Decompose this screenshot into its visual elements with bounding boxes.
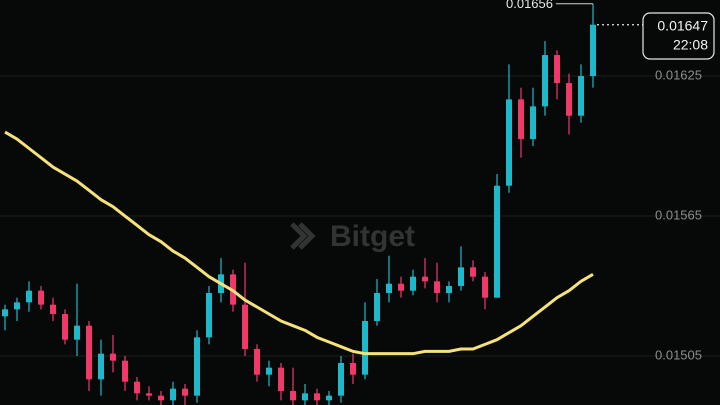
candle-body: [422, 276, 428, 282]
y-tick-label: 0.01625: [655, 67, 702, 82]
candle-body: [170, 388, 176, 401]
candle-body: [158, 395, 164, 401]
candle-body: [26, 290, 32, 303]
candle-body: [434, 281, 440, 294]
candle-body: [530, 106, 536, 140]
y-tick-label: 0.01565: [655, 207, 702, 222]
candle-body: [146, 393, 152, 396]
watermark-text: Bitget: [330, 220, 415, 253]
candle-body: [278, 367, 284, 392]
candle-body: [254, 349, 260, 375]
candle-body: [194, 337, 200, 396]
candle-body: [38, 290, 44, 305]
candle-body: [74, 325, 80, 340]
candle-body: [206, 293, 212, 338]
candle-body: [494, 185, 500, 298]
y-tick-label: 0.01505: [655, 347, 702, 362]
candle-body: [542, 55, 548, 107]
watermark: Bitget: [290, 220, 415, 253]
candle-body: [362, 321, 368, 375]
candle-body: [98, 353, 104, 380]
candle-body: [398, 283, 404, 291]
candle-body: [506, 99, 512, 186]
candle-body: [134, 381, 140, 394]
candle-body: [326, 395, 332, 401]
candle-body: [578, 76, 584, 116]
candle-body: [338, 363, 344, 396]
candle-body: [110, 353, 116, 361]
candle-body: [374, 293, 380, 322]
candle-body: [554, 55, 560, 84]
candle-body: [314, 393, 320, 401]
candle-body: [62, 314, 68, 340]
high-annotation: 0.01656: [506, 0, 553, 11]
countdown: 22:08: [673, 37, 708, 53]
candle-body: [518, 99, 524, 140]
candle-body: [122, 360, 128, 382]
watermark-logo: [290, 222, 316, 250]
candle-body: [410, 276, 416, 291]
candle-body: [86, 325, 92, 380]
candle-body: [2, 309, 8, 317]
ma-line: [4, 130, 594, 356]
candle-body: [386, 283, 392, 294]
last-price-box: [642, 12, 715, 60]
candle-body: [350, 363, 356, 375]
last-price: 0.01647: [657, 18, 708, 34]
candle-body: [50, 304, 56, 315]
candle-body: [458, 267, 464, 287]
candle-body: [266, 367, 272, 375]
candle-body: [242, 304, 248, 350]
candle-body: [566, 83, 572, 116]
candle-body: [482, 276, 488, 298]
candle-body: [182, 388, 188, 396]
candle-body: [470, 267, 476, 277]
candle-body: [290, 391, 296, 401]
candle-body: [446, 286, 452, 294]
candle-body: [590, 24, 596, 77]
candle-body: [302, 393, 308, 401]
candle-body: [14, 302, 20, 310]
